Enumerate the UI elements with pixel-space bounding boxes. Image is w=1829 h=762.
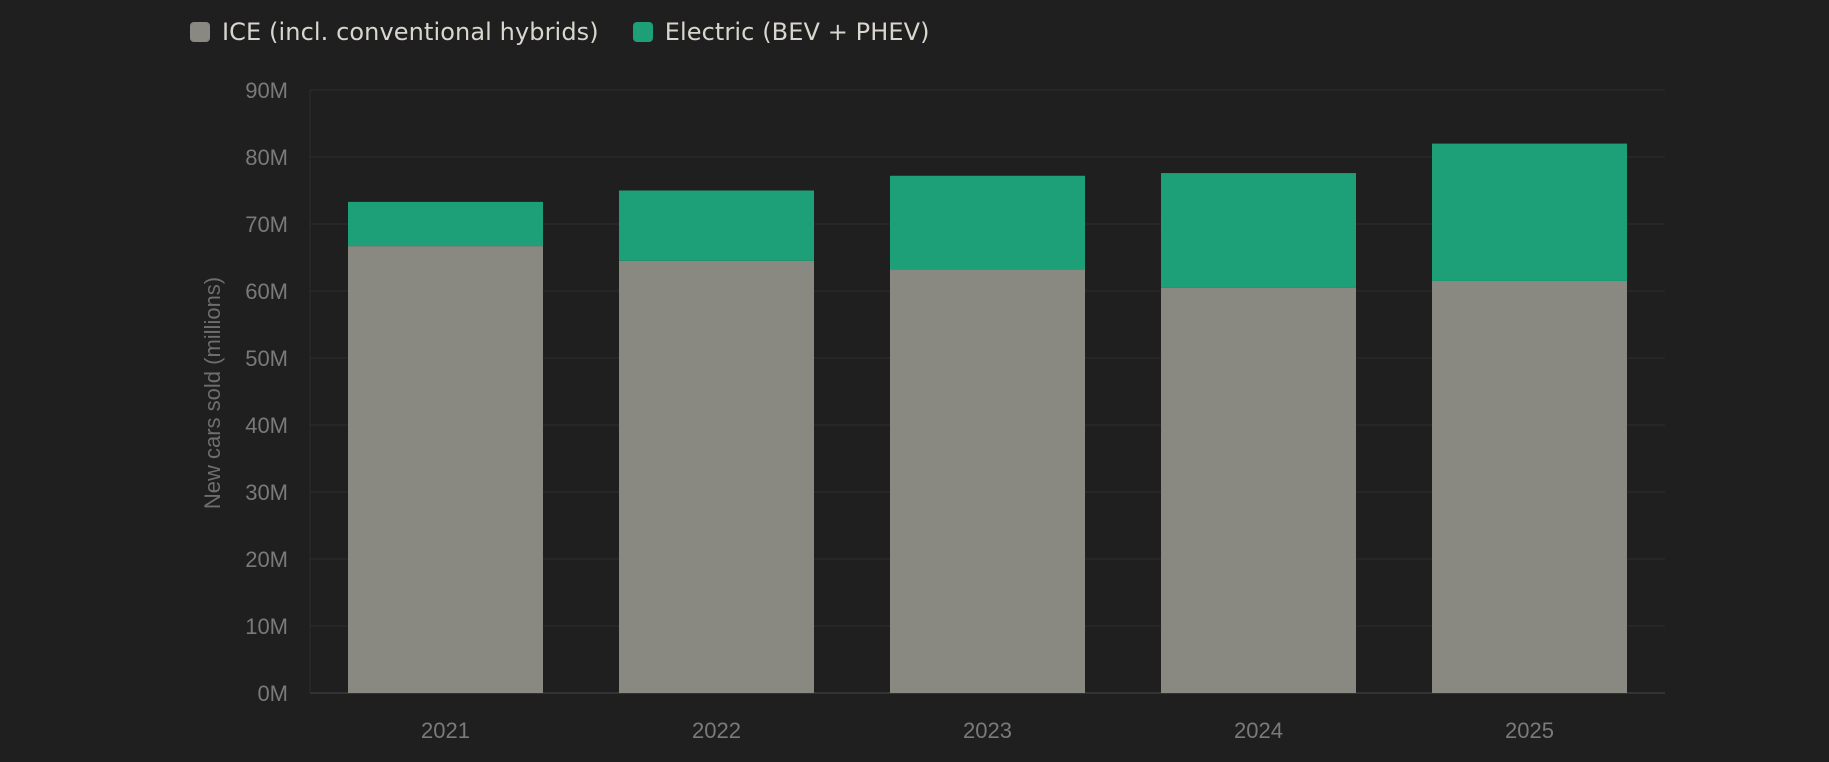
- x-tick-label: 2022: [692, 718, 741, 743]
- bar-electric[interactable]: [619, 190, 814, 261]
- bar-ice[interactable]: [1161, 287, 1356, 693]
- tick-layer: 0M 10M 20M 30M 40M 50M 60M 70M 80M 90M 2021 2022 202…: [245, 78, 1554, 743]
- y-tick-label: 80M: [245, 145, 288, 170]
- y-tick-label: 40M: [245, 413, 288, 438]
- bar-electric[interactable]: [1161, 173, 1356, 288]
- y-tick-label: 50M: [245, 346, 288, 371]
- legend-item-ice[interactable]: ICE (incl. conventional hybrids): [190, 18, 599, 46]
- y-tick-label: 30M: [245, 480, 288, 505]
- y-tick-label: 10M: [245, 614, 288, 639]
- y-tick-label: 60M: [245, 279, 288, 304]
- x-tick-label: 2025: [1505, 718, 1554, 743]
- legend-swatch-electric: [632, 22, 653, 42]
- bar-layer: [348, 143, 1627, 694]
- legend-swatch-ice: [190, 22, 210, 42]
- bar-electric[interactable]: [1432, 143, 1627, 281]
- bar-ice[interactable]: [890, 269, 1085, 693]
- bar-electric[interactable]: [890, 175, 1085, 270]
- legend-label-ice: ICE (incl. conventional hybrids): [222, 18, 599, 46]
- legend-label-electric: Electric (BEV + PHEV): [664, 18, 930, 46]
- y-tick-label: 90M: [245, 78, 288, 103]
- bar-ice[interactable]: [619, 260, 814, 693]
- y-tick-label: 70M: [245, 212, 288, 237]
- x-tick-label: 2023: [963, 718, 1012, 743]
- x-tick-label: 2021: [421, 718, 470, 743]
- y-tick-label: 0M: [257, 681, 288, 706]
- x-tick-label: 2024: [1234, 718, 1283, 743]
- legend: ICE (incl. conventional hybrids) Electri…: [190, 14, 930, 50]
- bar-ice[interactable]: [1432, 280, 1627, 693]
- bar-electric[interactable]: [348, 201, 543, 247]
- y-tick-label: 20M: [245, 547, 288, 572]
- y-axis-title: New cars sold (millions): [200, 277, 225, 509]
- bar-ice[interactable]: [348, 246, 543, 694]
- legend-item-electric[interactable]: Electric (BEV + PHEV): [632, 18, 930, 46]
